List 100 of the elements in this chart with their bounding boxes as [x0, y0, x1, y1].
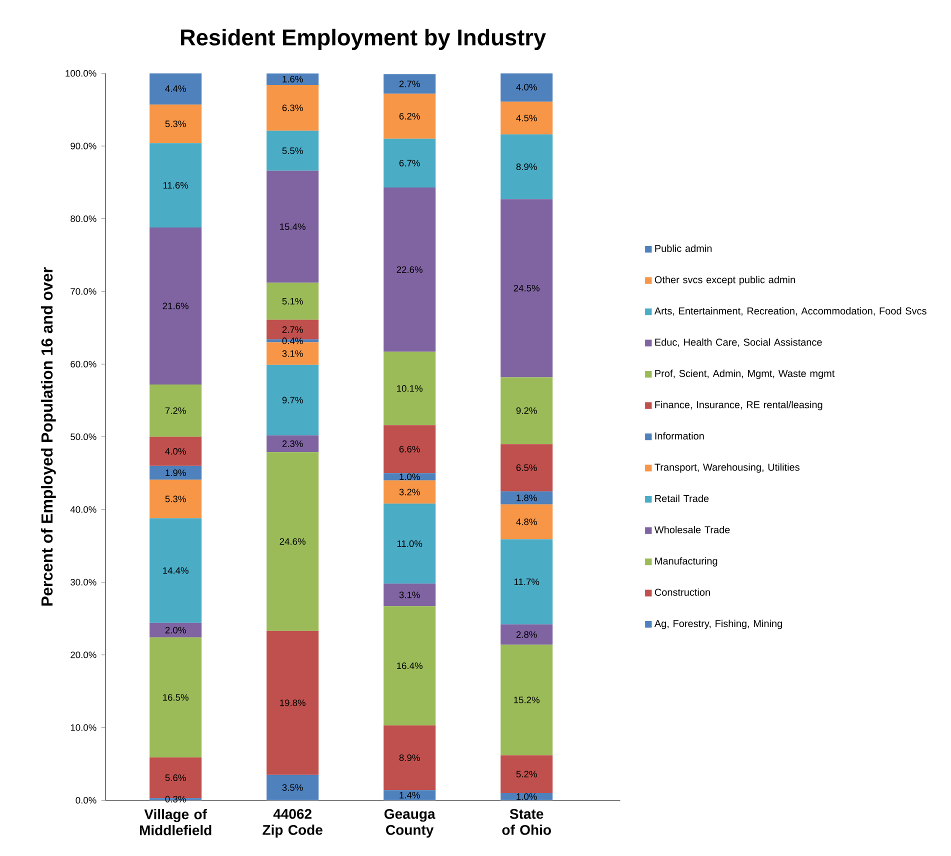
bar [500, 504, 553, 540]
bar [384, 74, 436, 94]
bar [500, 755, 553, 793]
bar [150, 480, 202, 518]
data-label: 9.2% [516, 407, 537, 414]
data-label: 15.2% [514, 696, 540, 704]
bar [500, 644, 553, 756]
bar [150, 436, 202, 466]
bar [266, 630, 319, 775]
legend-label: Wholesale Trade [654, 526, 730, 534]
data-label: 1.4% [400, 792, 420, 798]
bar [266, 452, 319, 631]
bar [384, 138, 436, 188]
data-label: 4.5% [516, 114, 537, 122]
data-label: 4.0% [165, 448, 186, 454]
data-label: 19.8% [280, 699, 306, 706]
data-label: 5.6% [165, 774, 186, 781]
bar [384, 480, 436, 504]
y-tick-label: 80.0% [70, 215, 96, 222]
x-tick-label: 44062 Zip Code [262, 808, 322, 838]
data-label: 6.6% [399, 446, 420, 452]
legend-label: Retail Trade [655, 494, 709, 502]
data-label: 2.0% [165, 626, 186, 634]
bar [500, 198, 553, 378]
data-label: 10.1% [397, 385, 422, 392]
x-tick-label: Village of Middlefield [140, 808, 212, 836]
data-label: 2.7% [282, 326, 303, 333]
y-tick-label: 30.0% [70, 578, 96, 586]
data-label: 6.5% [516, 464, 537, 471]
bar [500, 444, 553, 492]
data-label: 15.4% [280, 223, 306, 230]
bar [150, 142, 202, 228]
data-label: 6.3% [282, 104, 303, 112]
bar [266, 774, 319, 800]
data-label: 6.2% [399, 112, 420, 120]
legend-label: Public admin [655, 244, 712, 252]
data-label: 8.9% [399, 754, 420, 761]
bar [384, 504, 436, 584]
legend-label: Manufacturing [655, 557, 718, 566]
bar [500, 624, 553, 645]
bar [384, 584, 436, 606]
data-label: 1.8% [516, 494, 537, 502]
data-label: 11.0% [397, 540, 422, 547]
data-label: 9.7% [282, 396, 303, 404]
data-label: 3.1% [282, 350, 303, 357]
data-label: 24.5% [514, 284, 540, 292]
data-label: 8.9% [516, 163, 537, 170]
data-label: 5.3% [165, 120, 186, 128]
data-label: 1.0% [516, 793, 537, 800]
bar [266, 435, 319, 452]
bar [266, 130, 319, 171]
data-label: 4.0% [516, 84, 537, 90]
y-tick-label: 10.0% [70, 724, 96, 731]
data-label: 2.3% [282, 440, 303, 447]
legend-label: Prof, Scient, Admin, Mgmt, Waste mgmt [655, 370, 835, 379]
data-label: 6.7% [399, 160, 420, 166]
chart-title: Resident Employment by Industry [181, 28, 546, 50]
legend-label: Other svcs except public admin [654, 276, 795, 286]
bar [150, 518, 202, 623]
bar [384, 606, 436, 726]
legend-label: Arts, Entertainment, Recreation, Accommodation, Food Svcs [654, 307, 926, 316]
bar [150, 466, 202, 480]
data-label: 5.3% [165, 496, 186, 502]
y-tick-label: 20.0% [70, 651, 96, 658]
data-label: 11.7% [514, 578, 540, 585]
x-tick-label: State of Ohio [502, 808, 551, 835]
bar [266, 73, 319, 85]
y-tick-label: 50.0% [70, 433, 96, 440]
bar [500, 539, 553, 624]
data-label: 14.4% [163, 567, 188, 574]
bar [266, 282, 319, 320]
legend-label: Transport, Warehousing, Utilities [654, 463, 800, 473]
legend-label: Information [655, 432, 704, 440]
y-tick-label: 70.0% [70, 288, 96, 295]
data-label: 5.1% [282, 298, 303, 304]
bar [150, 384, 202, 437]
data-label: 4.8% [516, 518, 537, 526]
data-label: 4.4% [165, 85, 186, 92]
data-label: 3.1% [399, 591, 420, 598]
bar [266, 364, 319, 436]
y-tick-label: 40.0% [70, 506, 96, 513]
bar [384, 187, 436, 352]
bar [150, 227, 202, 384]
bar [266, 170, 319, 283]
legend-label: Construction [654, 588, 710, 596]
bar [500, 491, 553, 504]
bar [150, 73, 202, 104]
bar [266, 320, 319, 340]
data-label: 11.6% [163, 182, 188, 188]
bar [500, 73, 553, 102]
data-label: 7.2% [165, 407, 186, 414]
data-label: 3.2% [399, 488, 420, 496]
bar [384, 790, 436, 800]
bar [150, 104, 202, 143]
y-axis-title: Percent of Employed Population 16 and over [40, 267, 56, 606]
bar [150, 622, 202, 638]
bar [384, 473, 436, 480]
data-label: 5.5% [282, 147, 303, 154]
y-tick-label: 90.0% [70, 142, 96, 150]
data-label: 22.6% [396, 266, 422, 273]
